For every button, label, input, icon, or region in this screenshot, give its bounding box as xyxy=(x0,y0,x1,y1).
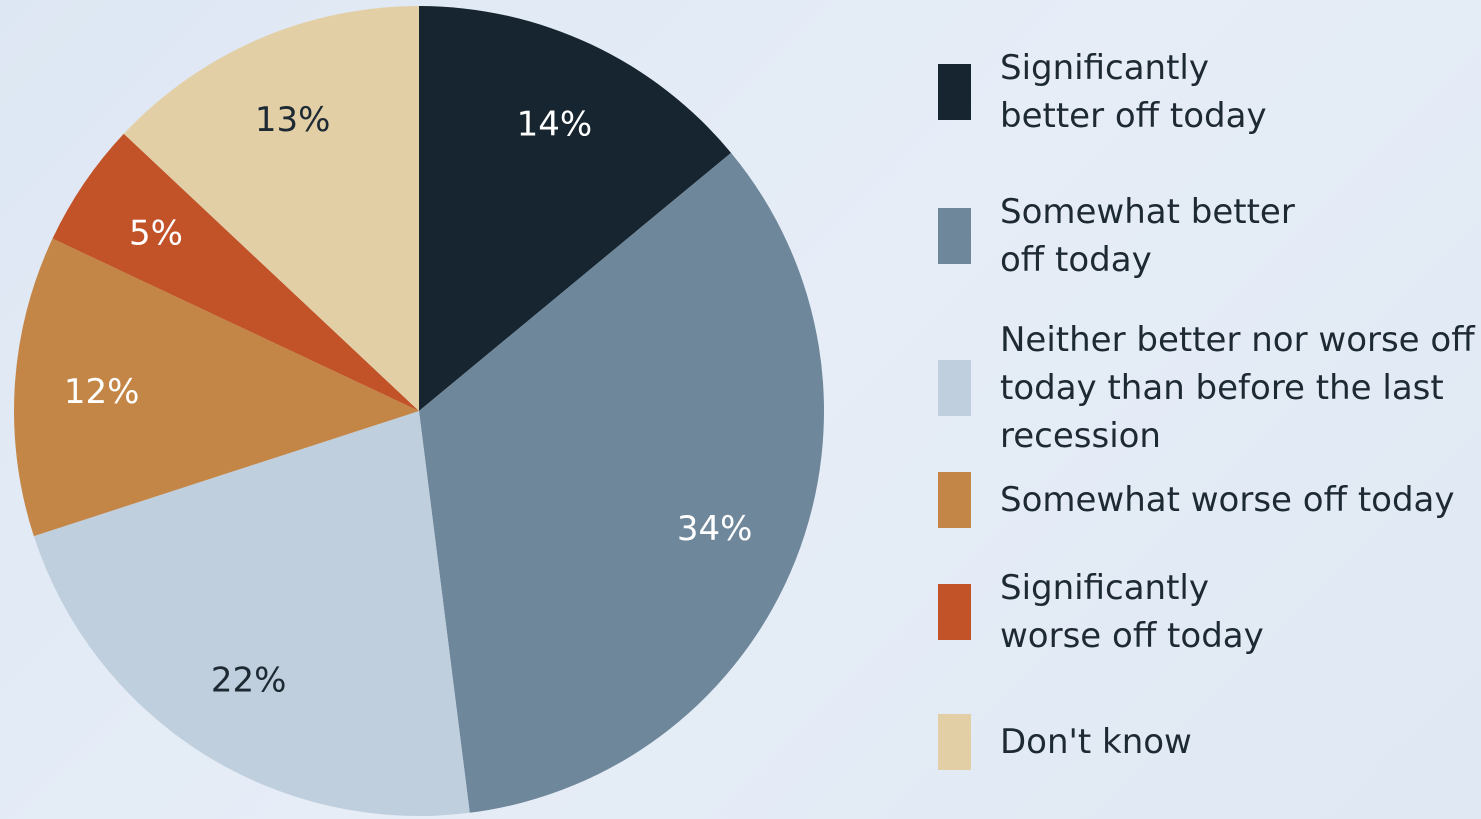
legend-swatch xyxy=(938,64,971,120)
legend-label: Neither better nor worse off today than b… xyxy=(1000,316,1480,460)
legend-label-line: off today xyxy=(1000,240,1152,280)
legend-label-line: Significantly xyxy=(1000,48,1209,88)
legend-item: Neither better nor worse off today than b… xyxy=(938,316,1480,460)
legend: Significantly better off today Somewhat be… xyxy=(938,0,1478,819)
legend-label: Significantly worse off today xyxy=(1000,564,1480,660)
legend-label-line: Significantly xyxy=(1000,568,1209,608)
legend-swatch xyxy=(938,208,971,264)
legend-label-line: better off today xyxy=(1000,96,1267,136)
legend-label-line: today than before the last xyxy=(1000,368,1444,408)
legend-label-line: recession xyxy=(1000,416,1161,456)
pie-slice xyxy=(13,238,420,537)
legend-label: Don't know xyxy=(1000,718,1480,766)
legend-label-line: Neither better nor worse off xyxy=(1000,320,1475,360)
pie-slice xyxy=(52,133,419,411)
legend-label: Somewhat worse off today xyxy=(1000,476,1480,524)
legend-label: Significantly better off today xyxy=(1000,44,1480,140)
legend-swatch xyxy=(938,584,971,640)
legend-item: Somewhat better off today xyxy=(938,188,1480,284)
pie-slice xyxy=(33,411,470,816)
legend-item: Don't know xyxy=(938,714,1480,770)
slice-value-label: 12% xyxy=(64,372,140,412)
slice-value-label: 13% xyxy=(255,100,331,140)
legend-label-line: Somewhat better xyxy=(1000,192,1295,232)
slice-value-label: 14% xyxy=(517,104,593,144)
slice-value-label: 34% xyxy=(677,509,753,549)
slice-value-label: 5% xyxy=(129,213,183,253)
legend-item: Significantly better off today xyxy=(938,44,1480,140)
pie-slice xyxy=(419,6,732,411)
legend-item: Significantly worse off today xyxy=(938,564,1480,660)
slice-value-label: 22% xyxy=(211,660,287,700)
legend-label-line: Don't know xyxy=(1000,722,1192,762)
legend-item: Somewhat worse off today xyxy=(938,472,1480,528)
legend-swatch xyxy=(938,360,971,416)
pie-slice xyxy=(419,152,824,813)
pie-slice xyxy=(123,6,420,411)
legend-swatch xyxy=(938,472,971,528)
legend-label-line: Somewhat worse off today xyxy=(1000,480,1455,520)
legend-label: Somewhat better off today xyxy=(1000,188,1480,284)
pie-svg: 14% 34% 22% 12% 5% 13% xyxy=(13,6,824,816)
legend-swatch xyxy=(938,714,971,770)
legend-label-line: worse off today xyxy=(1000,616,1264,656)
